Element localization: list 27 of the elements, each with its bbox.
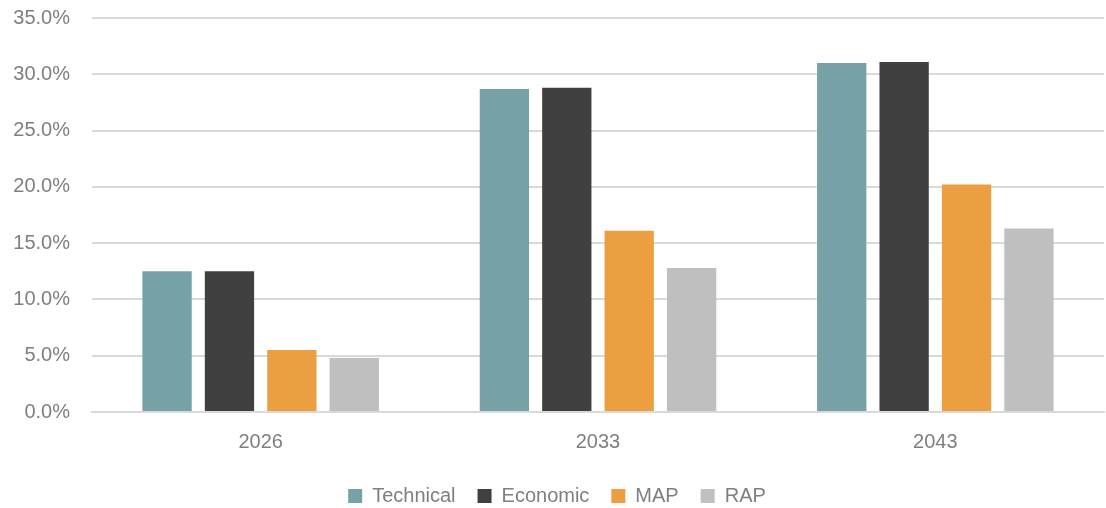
y-tick-label: 15.0%	[13, 230, 71, 253]
legend-label: RAP	[724, 483, 766, 506]
legend-label: MAP	[635, 483, 679, 506]
y-tick-label: 5.0%	[24, 343, 71, 366]
bar	[329, 357, 379, 411]
bar	[542, 87, 592, 411]
bar	[879, 61, 929, 411]
legend-label: Technical	[372, 483, 456, 506]
x-tick-label: 2026	[238, 429, 283, 452]
y-tick-label: 30.0%	[13, 61, 71, 84]
x-tick-label: 2043	[913, 429, 958, 452]
bar	[142, 271, 192, 411]
bar	[1004, 228, 1054, 411]
y-tick-label: 0.0%	[24, 399, 71, 422]
y-tick-label: 20.0%	[13, 174, 71, 197]
x-tick-label: 2033	[575, 429, 621, 452]
bar	[941, 184, 992, 411]
y-tick-label: 35.0%	[13, 5, 71, 28]
y-tick-label: 25.0%	[13, 118, 71, 141]
bar	[479, 88, 530, 411]
bar	[604, 230, 654, 411]
legend-label: Economic	[501, 483, 590, 506]
bar	[666, 267, 717, 411]
bar	[267, 350, 317, 411]
bar	[817, 63, 867, 411]
bar	[204, 271, 255, 411]
y-tick-label: 10.0%	[13, 286, 71, 309]
